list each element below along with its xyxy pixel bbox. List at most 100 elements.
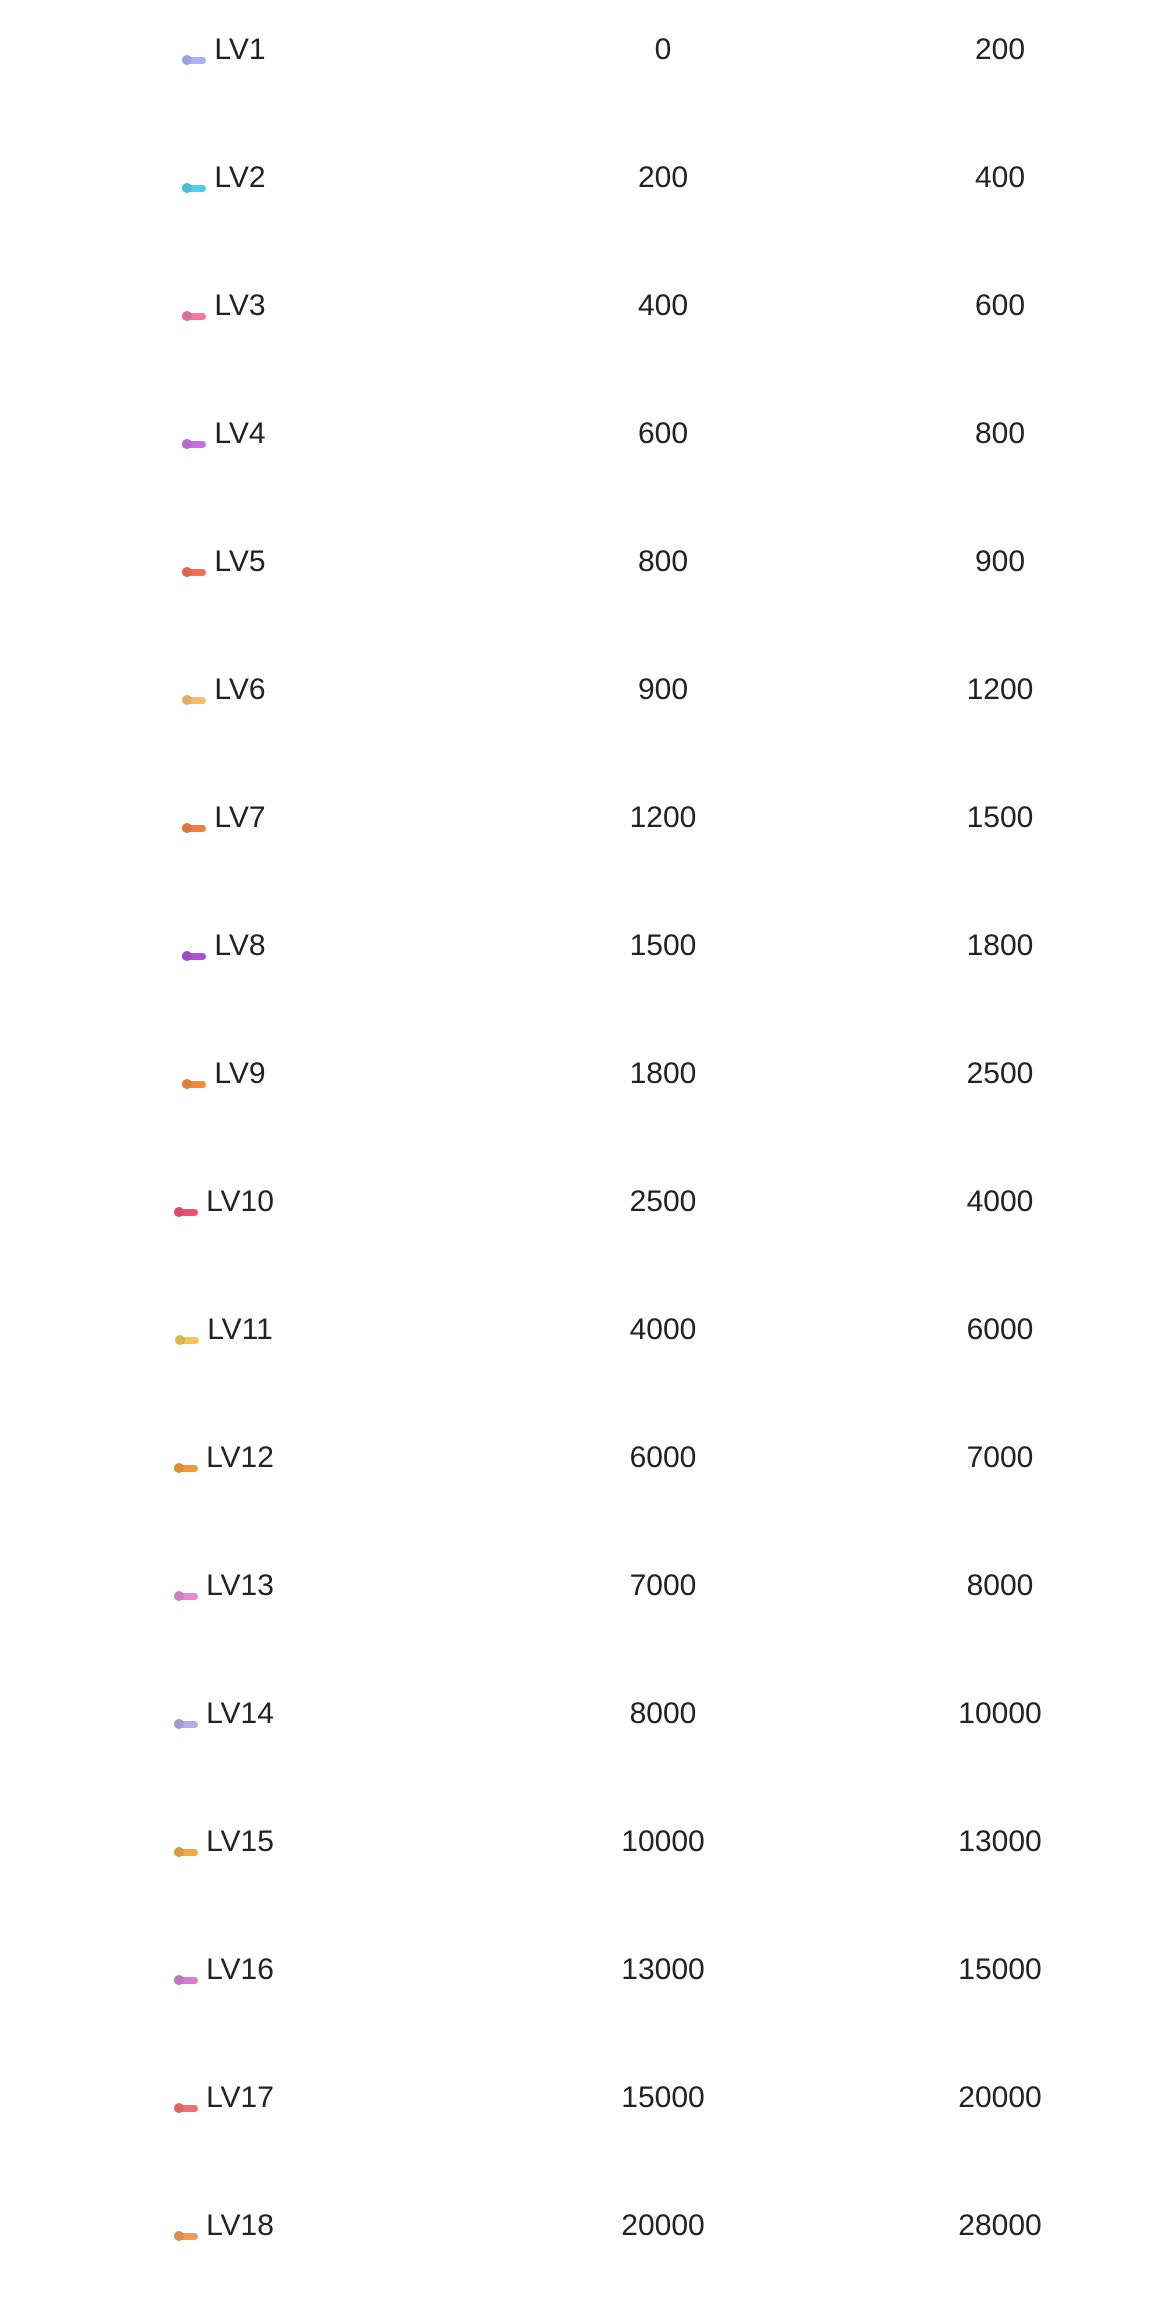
min-value: 1500 xyxy=(629,929,697,962)
min-value: 13000 xyxy=(621,1953,705,1986)
table-row: LV3 400 600 xyxy=(0,256,1176,384)
table-row: LV10 2500 4000 xyxy=(0,1152,1176,1280)
level-cell: LV4 xyxy=(74,384,374,484)
level-label: LV8 xyxy=(214,929,266,962)
level-label: LV16 xyxy=(206,1953,274,1986)
min-value: 7000 xyxy=(629,1569,697,1602)
level-label: LV7 xyxy=(214,801,266,834)
min-value: 200 xyxy=(637,161,689,194)
level-cell: LV15 xyxy=(74,1792,374,1892)
table-row: LV8 1500 1800 xyxy=(0,896,1176,1024)
level-badge-icon xyxy=(174,1464,199,1472)
max-value: 20000 xyxy=(958,2081,1042,2114)
min-value: 2500 xyxy=(629,1185,697,1218)
level-badge-icon xyxy=(182,56,207,64)
level-label: LV6 xyxy=(214,673,266,706)
level-cell: LV1 xyxy=(74,0,374,100)
max-value: 10000 xyxy=(958,1697,1042,1730)
level-cell: LV8 xyxy=(74,896,374,996)
max-value: 8000 xyxy=(966,1569,1034,1602)
min-value: 6000 xyxy=(629,1441,697,1474)
level-badge-icon xyxy=(182,952,207,960)
max-value: 28000 xyxy=(958,2209,1042,2242)
max-value: 13000 xyxy=(958,1825,1042,1858)
table-row: LV1 0 200 xyxy=(0,0,1176,128)
level-cell: LV11 xyxy=(74,1280,374,1380)
min-value: 0 xyxy=(654,33,672,66)
max-value: 2500 xyxy=(966,1057,1034,1090)
table-row: LV6 900 1200 xyxy=(0,640,1176,768)
level-badge-icon xyxy=(174,1976,199,1984)
table-row: LV12 6000 7000 xyxy=(0,1408,1176,1536)
level-label: LV18 xyxy=(206,2209,274,2242)
table-row: LV9 1800 2500 xyxy=(0,1024,1176,1152)
level-cell: LV6 xyxy=(74,640,374,740)
level-badge-icon xyxy=(174,1720,199,1728)
min-value: 900 xyxy=(637,673,689,706)
table-row: LV18 20000 28000 xyxy=(0,2176,1176,2304)
table-row: LV13 7000 8000 xyxy=(0,1536,1176,1664)
level-badge-icon xyxy=(182,696,207,704)
min-value: 4000 xyxy=(629,1313,697,1346)
level-cell: LV9 xyxy=(74,1024,374,1124)
level-label: LV1 xyxy=(214,33,266,66)
level-label: LV3 xyxy=(214,289,266,322)
max-value: 900 xyxy=(974,545,1026,578)
min-value: 600 xyxy=(637,417,689,450)
max-value: 7000 xyxy=(966,1441,1034,1474)
max-value: 1200 xyxy=(966,673,1034,706)
level-cell: LV7 xyxy=(74,768,374,868)
min-value: 15000 xyxy=(621,2081,705,2114)
table-row: LV2 200 400 xyxy=(0,128,1176,256)
table-row: LV4 600 800 xyxy=(0,384,1176,512)
max-value: 1800 xyxy=(966,929,1034,962)
level-label: LV10 xyxy=(206,1185,274,1218)
level-label: LV5 xyxy=(214,545,266,578)
level-label: LV11 xyxy=(207,1313,273,1346)
level-cell: LV3 xyxy=(74,256,374,356)
table-row: LV14 8000 10000 xyxy=(0,1664,1176,1792)
level-label: LV4 xyxy=(214,417,266,450)
level-cell: LV12 xyxy=(74,1408,374,1508)
level-label: LV17 xyxy=(206,2081,274,2114)
level-label: LV14 xyxy=(206,1697,274,1730)
min-value: 1200 xyxy=(629,801,697,834)
level-badge-icon xyxy=(174,1848,199,1856)
max-value: 15000 xyxy=(958,1953,1042,1986)
max-value: 4000 xyxy=(966,1185,1034,1218)
level-badge-icon xyxy=(174,2104,199,2112)
max-value: 200 xyxy=(974,33,1026,66)
level-cell: LV16 xyxy=(74,1920,374,2020)
table-row: LV11 4000 6000 xyxy=(0,1280,1176,1408)
level-badge-icon xyxy=(182,568,207,576)
table-row: LV17 15000 20000 xyxy=(0,2048,1176,2176)
level-badge-icon xyxy=(174,1592,199,1600)
min-value: 8000 xyxy=(629,1697,697,1730)
max-value: 1500 xyxy=(966,801,1034,834)
level-label: LV2 xyxy=(214,161,266,194)
level-badge-icon xyxy=(182,440,207,448)
level-badge-icon xyxy=(182,312,207,320)
level-cell: LV10 xyxy=(74,1152,374,1252)
min-value: 400 xyxy=(637,289,689,322)
level-cell: LV18 xyxy=(74,2176,374,2276)
max-value: 6000 xyxy=(966,1313,1034,1346)
level-badge-icon xyxy=(174,1208,199,1216)
level-cell: LV2 xyxy=(74,128,374,228)
level-cell: LV14 xyxy=(74,1664,374,1764)
level-label: LV15 xyxy=(206,1825,274,1858)
max-value: 800 xyxy=(974,417,1026,450)
max-value: 400 xyxy=(974,161,1026,194)
level-badge-icon xyxy=(182,184,207,192)
level-badge-icon xyxy=(182,824,207,832)
level-badge-icon xyxy=(174,2232,199,2240)
table-row: LV16 13000 15000 xyxy=(0,1920,1176,2048)
level-badge-icon xyxy=(175,1336,200,1344)
min-value: 800 xyxy=(637,545,689,578)
table-row: LV15 10000 13000 xyxy=(0,1792,1176,1920)
level-label: LV13 xyxy=(206,1569,274,1602)
level-label: LV9 xyxy=(214,1057,266,1090)
min-value: 10000 xyxy=(621,1825,705,1858)
level-badge-icon xyxy=(182,1080,207,1088)
level-cell: LV13 xyxy=(74,1536,374,1636)
